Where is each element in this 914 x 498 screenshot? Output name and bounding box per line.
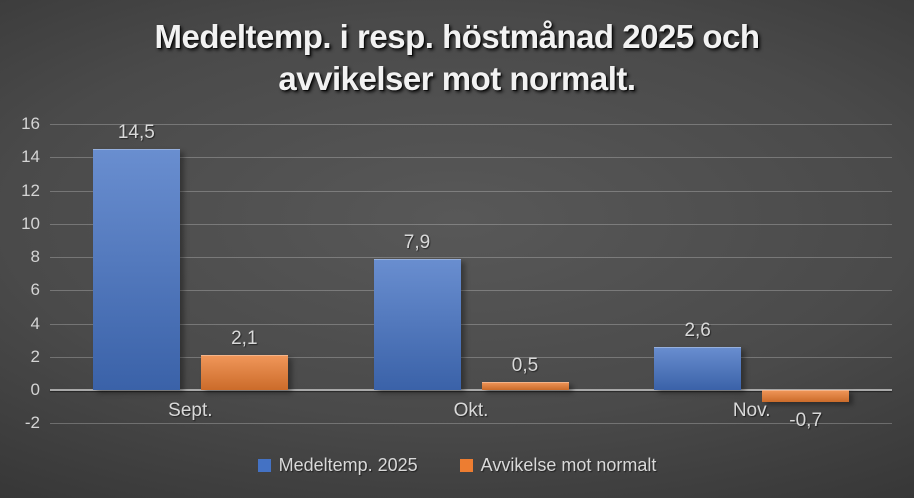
x-axis-category-label: Okt. [453,400,489,421]
legend-item-medeltemp-2025: Medeltemp. 2025 [257,454,418,476]
legend-item-avvikelse-mot-normalt: Avvikelse mot normalt [459,454,657,476]
gridline [50,257,892,258]
bar-medeltemp-2025 [654,346,742,390]
gridline [50,157,892,159]
legend-swatch-icon [459,458,473,472]
gridline [50,290,892,292]
data-label: 14,5 [117,121,155,143]
gridline [50,423,892,425]
bar-avvikelse-mot-normalt [481,381,569,390]
y-axis-tick-label: 2 [30,346,40,366]
x-axis-category-label: Sept. [168,400,213,421]
chart-title: Medeltemp. i resp. höstmånad 2025 och av… [0,16,914,100]
data-label: 7,9 [403,231,431,253]
gridline [50,124,892,125]
gridline [50,356,892,358]
gridline [50,323,892,325]
bar-avvikelse-mot-normalt [200,355,288,390]
y-axis-tick-label: 14 [21,147,40,167]
data-label: 2,6 [684,319,711,341]
y-axis-tick-label: 4 [30,313,40,333]
x-axis-line [50,389,892,391]
y-axis-tick-label: -2 [24,413,40,433]
y-axis-tick-label: 0 [30,380,40,399]
x-axis-category-label: Nov. [732,400,771,421]
y-axis-tick-label: 16 [21,114,40,133]
y-axis-tick-label: 8 [30,247,40,266]
bar-medeltemp-2025 [92,148,180,390]
legend-swatch-icon [257,458,271,472]
bar-avvikelse-mot-normalt [762,390,850,402]
data-label: 0,5 [511,354,539,376]
gridline [50,190,892,192]
data-label: -0,7 [789,409,823,431]
legend: Medeltemp. 2025 Avvikelse mot normalt [0,452,914,478]
y-axis-tick-label: 6 [30,280,40,300]
chart-title-line2: avvikelser mot normalt. [278,60,636,97]
chart-title-line1: Medeltemp. i resp. höstmånad 2025 och [154,18,760,55]
y-axis-tick-label: 10 [21,213,40,233]
y-axis-tick-label: 12 [21,180,40,200]
gridline [50,223,892,225]
legend-label: Medeltemp. 2025 [278,454,418,475]
bar-medeltemp-2025 [373,258,461,390]
legend-label: Avvikelse mot normalt [480,454,657,475]
data-label: 2,1 [231,328,258,350]
